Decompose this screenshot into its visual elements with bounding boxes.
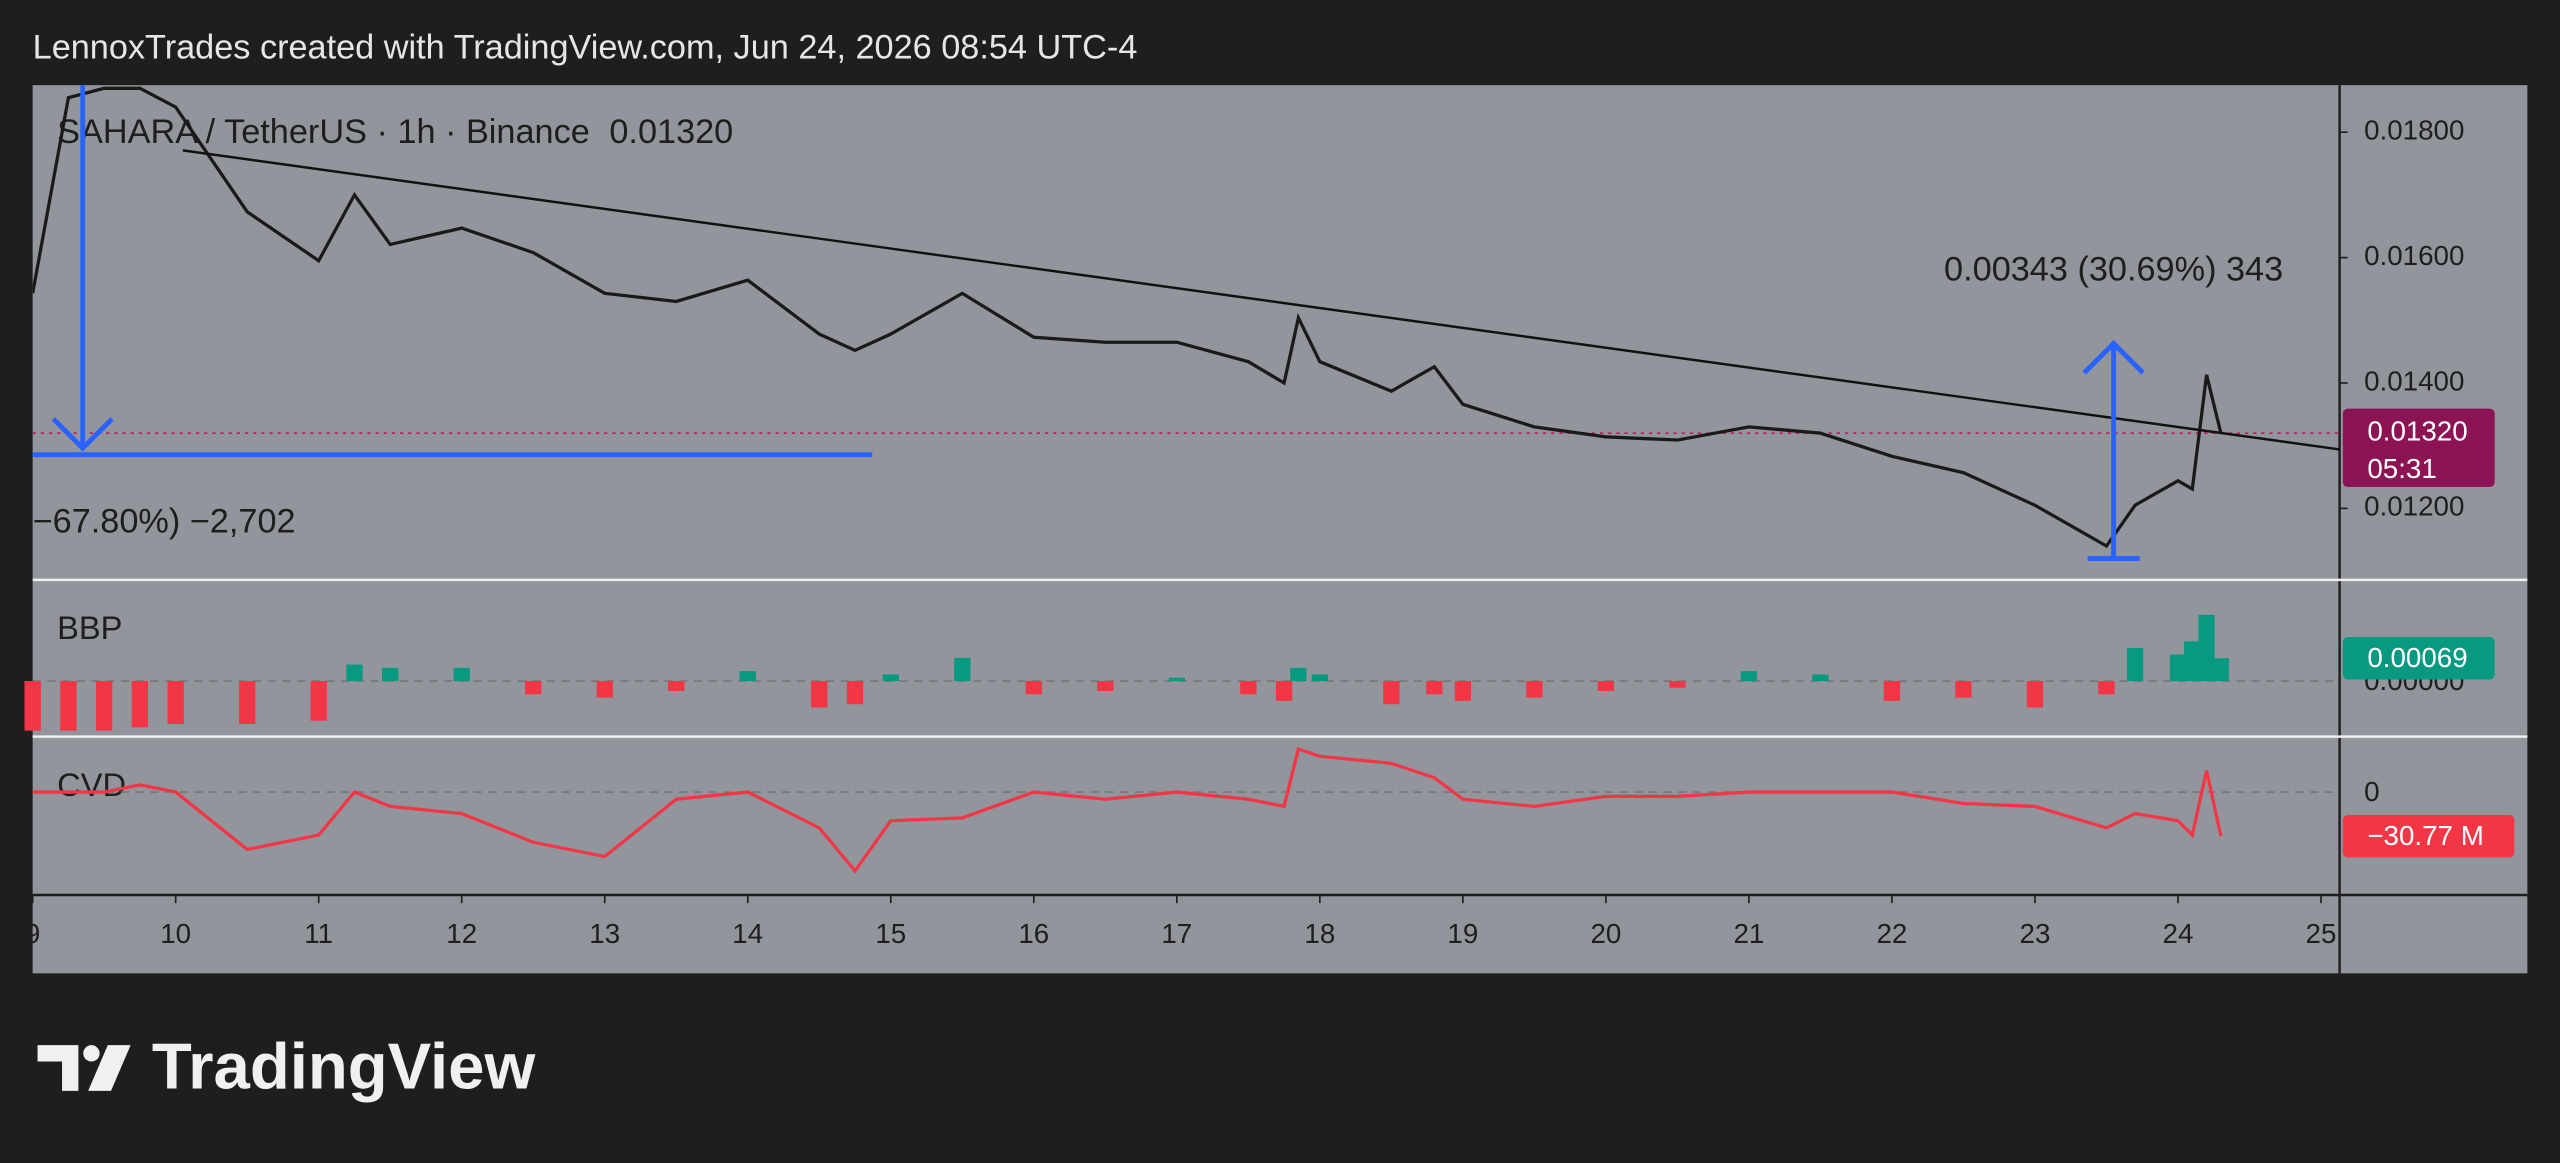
bbp-bar — [453, 667, 470, 682]
bbp-bar — [310, 681, 327, 721]
value-tag-label: 0.00069 — [2367, 642, 2467, 673]
x-tick-label: 20 — [1590, 918, 1621, 949]
bbp-bar — [1526, 681, 1543, 698]
y-tick-label: 0.01800 — [2364, 115, 2464, 146]
bbp-bar — [1597, 681, 1615, 691]
bbp-bar — [1883, 681, 1901, 701]
bbp-bar — [1669, 681, 1686, 688]
x-tick-label: 17 — [1161, 918, 1192, 949]
bbp-bar — [2184, 641, 2201, 682]
value-tag — [2342, 637, 2495, 680]
arrow-head — [51, 417, 114, 452]
symbol: SAHARA / TetherUS · 1h · Binance — [57, 113, 590, 151]
bbp-bar — [2212, 658, 2230, 682]
header: LennoxTrades created with TradingView.co… — [33, 28, 1138, 66]
y-tick-label: 0 — [2364, 776, 2379, 807]
bbp-bar — [1025, 681, 1042, 695]
bbp-bar — [1426, 681, 1443, 695]
value-tag-label: −30.77 M — [2367, 820, 2483, 851]
price-pane — [32, 86, 2340, 549]
chart-frame — [32, 85, 2528, 974]
bbp-bar — [882, 674, 899, 682]
measure-label: −67.80%) −2,702 — [33, 502, 296, 540]
bbp-bar — [525, 681, 542, 695]
x-tick-label: 9 — [25, 918, 40, 949]
x-tick-label: 22 — [1876, 918, 1907, 949]
tradingview-logo: TradingView — [37, 1030, 536, 1103]
bbp-bar — [846, 681, 864, 705]
pane-title: BBP — [57, 609, 122, 646]
bbp-bar — [2169, 654, 2187, 682]
trendline — [182, 149, 2340, 451]
y-tick-label: 0.01600 — [2364, 240, 2464, 271]
measure-tool — [32, 85, 873, 458]
bbp-bar — [1240, 681, 1257, 695]
bbp-bar — [2126, 647, 2144, 682]
bbp-bar — [2098, 681, 2115, 695]
bbp-bar — [1740, 671, 1758, 682]
logo-text: TradingView — [152, 1030, 536, 1103]
bbp-bar — [1275, 681, 1293, 701]
bbp-bar — [596, 681, 613, 698]
bbp-bar — [1383, 681, 1400, 705]
bbp-bar — [239, 681, 256, 725]
bbp-bar — [1097, 681, 1114, 691]
x-tick-label: 19 — [1447, 918, 1478, 949]
logo-mark — [88, 1045, 131, 1091]
x-tick-label: 18 — [1304, 918, 1335, 949]
x-tick-label: 25 — [2306, 918, 2337, 949]
bbp-bar — [24, 681, 41, 731]
bbp-bar — [167, 681, 184, 725]
arrow-head — [2082, 340, 2145, 375]
bbp-bar — [1311, 674, 1329, 682]
y-tick-label: 0.01400 — [2364, 365, 2464, 396]
bbp-bar — [739, 671, 756, 682]
price-line — [32, 86, 2223, 549]
bbp-bar — [1168, 677, 1185, 682]
bbp-bar — [1955, 681, 1972, 698]
bbp-bar — [60, 681, 77, 731]
symbol-title: SAHARA / TetherUS · 1h · Binance 0.01320 — [57, 113, 733, 151]
bbp-bar — [668, 681, 685, 691]
title-price: 0.01320 — [609, 113, 733, 151]
x-tick-label: 16 — [1018, 918, 1049, 949]
bbp-bar — [346, 664, 363, 682]
measure-tool — [2082, 340, 2145, 561]
cvd-line — [32, 746, 2223, 874]
pane-title: CVD — [57, 766, 126, 803]
x-tick-label: 14 — [732, 918, 763, 949]
bbp-bar — [131, 681, 149, 728]
x-tick-label: 24 — [2163, 918, 2194, 949]
bbp-bar — [1290, 667, 1307, 682]
bbp-bar — [954, 657, 971, 682]
logo-mark — [83, 1045, 100, 1062]
bbp-bar — [96, 681, 113, 731]
price-tag-value: 0.01320 — [2367, 415, 2467, 446]
measure-label: 0.00343 (30.69%) 343 — [1944, 251, 2283, 289]
x-tick-label: 10 — [160, 918, 191, 949]
bbp-bar — [382, 667, 399, 682]
bbp-bar — [811, 681, 828, 708]
bbp-bar — [1454, 681, 1472, 701]
price-tag-countdown: 05:31 — [2367, 453, 2436, 484]
x-tick-label: 12 — [446, 918, 477, 949]
y-tick-label: 0.01200 — [2364, 491, 2464, 522]
bbp-bar — [2198, 614, 2215, 682]
bbp-bar — [2026, 681, 2044, 708]
bbp-bar — [1812, 674, 1829, 682]
x-tick-label: 21 — [1733, 918, 1764, 949]
value-tag — [2342, 814, 2515, 858]
x-tick-label: 15 — [875, 918, 906, 949]
x-tick-label: 23 — [2020, 918, 2051, 949]
price-tag — [2342, 408, 2495, 488]
logo-mark — [37, 1045, 79, 1091]
x-tick-label: 13 — [589, 918, 620, 949]
x-tick-label: 11 — [304, 918, 333, 949]
